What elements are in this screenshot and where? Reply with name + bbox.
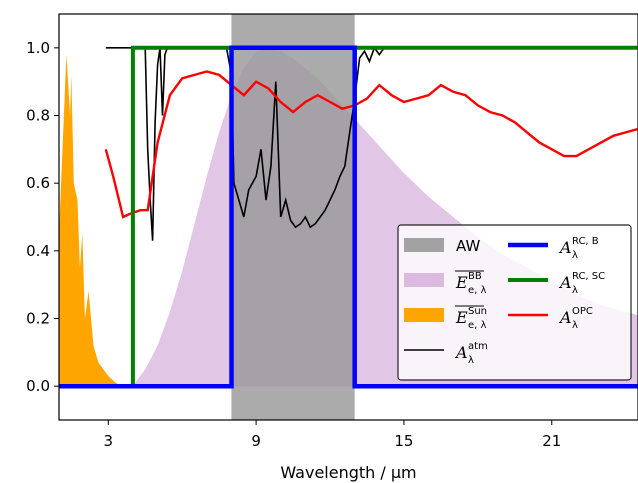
y-tick-label: 0.2 (26, 310, 50, 328)
atmospheric-window-band (231, 14, 355, 420)
legend-left-suplabel-2: Sun (468, 306, 487, 317)
legend-left-suplabel-1: BB (468, 271, 482, 282)
legend-right-suplabel-2: OPC (572, 306, 593, 317)
axes-frame (58, 13, 638, 421)
x-axis-label: Wavelength / µm (280, 463, 416, 482)
legend-left-sublabel-3: λ (468, 355, 474, 366)
x-tick-label: 3 (104, 432, 114, 450)
legend-left-swatch-0 (404, 238, 444, 252)
series-line-opc (104, 70, 638, 219)
legend-left-sublabel-2: e, λ (468, 320, 487, 331)
x-tick-label: 15 (394, 432, 413, 450)
legend-left-label-3: A (454, 343, 468, 362)
legend-left-label-2: E (455, 308, 468, 327)
series-line-rc-b (59, 45, 638, 389)
legend-right-suplabel-0: RC, B (572, 236, 599, 247)
legend-left-sublabel-1: e, λ (468, 285, 487, 296)
legend-left-suplabel-3: atm (468, 341, 488, 352)
legend-left-swatch-2 (404, 308, 444, 322)
legend-right-suplabel-1: RC, SC (572, 271, 605, 282)
legend-right-label-0: A (558, 238, 572, 257)
legend-right-sublabel-2: λ (572, 320, 578, 331)
legend-left-label-1: E (455, 273, 468, 292)
legend-left-label-0: AW (456, 237, 480, 255)
series-area-sun (59, 54, 124, 387)
x-tick-label: 9 (251, 432, 261, 450)
y-tick-label: 0.0 (26, 377, 50, 395)
y-tick-label: 1.0 (26, 39, 50, 57)
y-tick-label: 0.6 (26, 174, 50, 192)
y-tick-label: 0.8 (26, 107, 50, 125)
legend-box (397, 224, 632, 381)
legend-left-swatch-1 (404, 273, 444, 287)
legend-right-label-1: A (558, 273, 572, 292)
legend-right-sublabel-1: λ (572, 285, 578, 296)
axes: 0.0 0.2 0.4 0.6 0.8 1.0 3 9 15 21 (26, 13, 638, 450)
series-line-atm (105, 46, 638, 241)
legend-right-sublabel-0: λ (572, 250, 578, 261)
y-tick-label: 0.4 (26, 242, 50, 260)
x-tick-label: 21 (542, 432, 561, 450)
legend-right-label-2: A (558, 308, 572, 327)
